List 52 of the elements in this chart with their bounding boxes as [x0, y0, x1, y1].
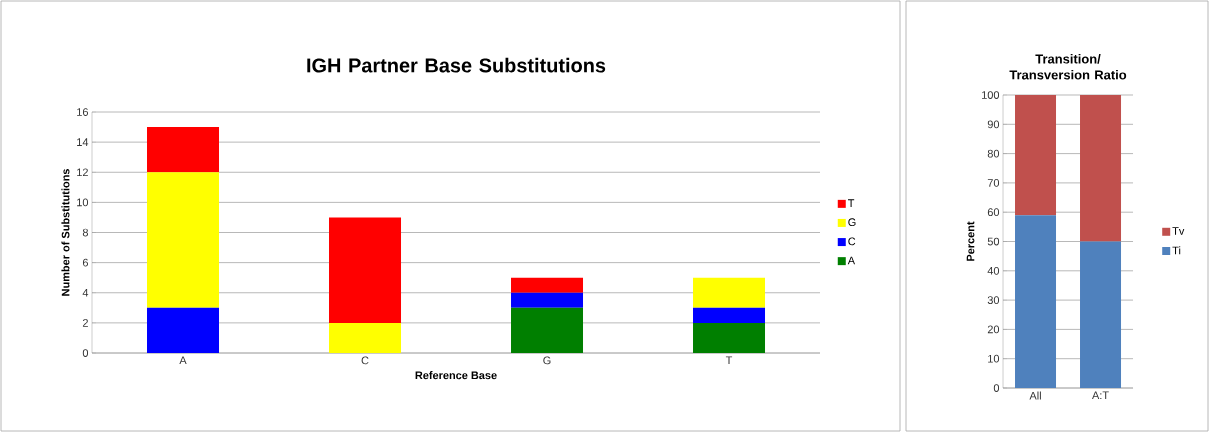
- y-tick-label: 100: [982, 91, 1000, 99]
- y-axis-title: Number of Substitutions: [61, 169, 70, 296]
- y-tick-label: 6: [82, 258, 88, 267]
- y-tick-label: 90: [987, 120, 1000, 129]
- y-tick-label: 0: [993, 384, 1000, 392]
- legend-label: G: [848, 218, 856, 227]
- y-tick-label: 40: [987, 266, 1000, 275]
- x-tick-label: A: [179, 356, 187, 365]
- y-tick-label: 2: [82, 319, 88, 327]
- y-tick-label: 0: [82, 349, 89, 357]
- legend-label: A: [847, 256, 856, 265]
- y-tick-label: 4: [82, 288, 89, 297]
- y-axis-title: Percent: [966, 221, 975, 261]
- bar: [147, 172, 220, 308]
- bar: [329, 217, 402, 323]
- bar: [1080, 95, 1122, 242]
- y-tick-label: 10: [988, 354, 1000, 363]
- bar: [693, 307, 766, 323]
- legend-label: T: [848, 199, 855, 207]
- bar: [693, 322, 766, 353]
- y-tick-label: 20: [987, 325, 1000, 334]
- legend-label: C: [848, 237, 856, 246]
- y-tick-label: 50: [987, 237, 1000, 246]
- bar: [511, 277, 584, 293]
- y-tick-label: 70: [987, 179, 1000, 187]
- y-tick-label: 16: [77, 108, 88, 116]
- bar: [329, 322, 402, 353]
- bar: [693, 277, 766, 308]
- y-tick-label: 60: [987, 208, 1000, 217]
- y-tick-label: 14: [77, 138, 89, 146]
- bar: [511, 307, 584, 353]
- x-tick-label: C: [361, 356, 369, 365]
- y-tick-label: 12: [77, 168, 88, 177]
- x-tick-label: All: [1029, 391, 1041, 400]
- x-tick-label: A:T: [1092, 391, 1109, 400]
- x-axis-title: Reference Base: [415, 371, 497, 380]
- bar: [147, 127, 220, 173]
- y-tick-label: 30: [987, 296, 1000, 304]
- bar: [1015, 95, 1057, 216]
- x-tick-label: G: [543, 356, 551, 365]
- y-tick-label: 10: [77, 198, 89, 207]
- bar: [147, 307, 220, 353]
- bar: [1015, 215, 1057, 388]
- legend-label: Ti: [1172, 246, 1181, 255]
- chart-title: Transition/ Transversion Ratio: [1009, 54, 1127, 80]
- y-tick-label: 80: [987, 149, 1000, 158]
- legend-label: Tv: [1172, 227, 1185, 235]
- x-tick-label: T: [725, 356, 733, 365]
- bar: [511, 292, 584, 308]
- y-tick-label: 8: [82, 228, 88, 237]
- chart-title: IGH Partner Base Substitutions: [307, 57, 606, 73]
- bar: [1080, 241, 1122, 388]
